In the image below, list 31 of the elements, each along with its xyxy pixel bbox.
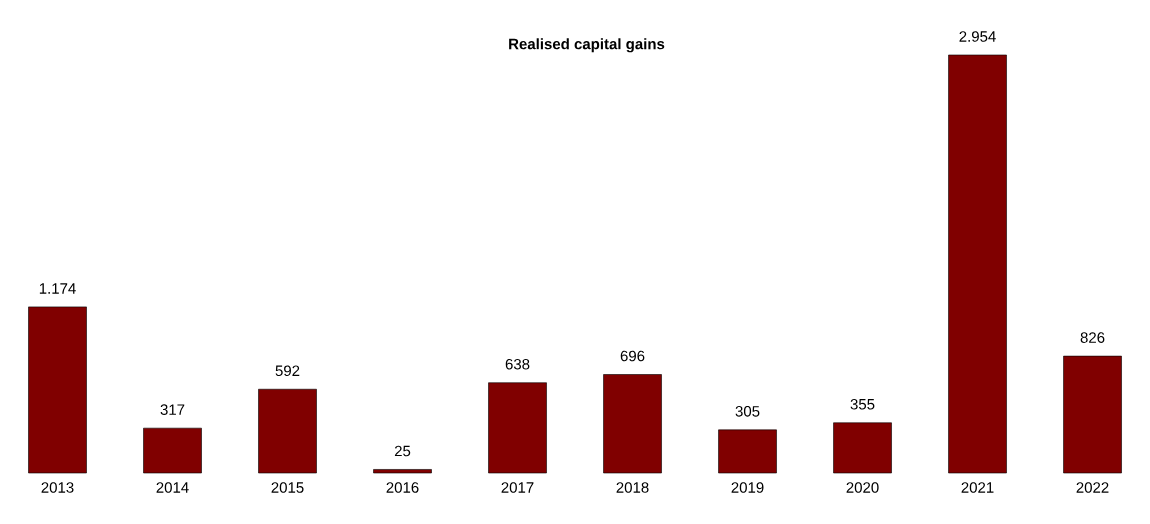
chart-title: Realised capital gains (509, 38, 665, 53)
bar (833, 422, 892, 474)
x-tick-label: 2015 (271, 482, 304, 493)
bar (488, 382, 547, 474)
x-tick-label: 2022 (1076, 482, 1109, 493)
bar (718, 429, 777, 474)
data-label: 638 (505, 358, 530, 370)
bar (603, 374, 662, 474)
data-label: 355 (850, 398, 875, 410)
bar (143, 427, 202, 474)
bar (28, 306, 87, 474)
x-tick-label: 2021 (961, 482, 994, 493)
data-label: 317 (160, 404, 185, 415)
bar (373, 469, 432, 474)
bar (1063, 355, 1122, 474)
data-label: 696 (620, 350, 645, 362)
bar (258, 388, 317, 474)
data-label: 1.174 (39, 283, 76, 294)
bar (948, 54, 1007, 474)
x-tick-label: 2020 (846, 482, 879, 493)
x-tick-label: 2017 (501, 482, 534, 493)
data-label: 592 (275, 365, 300, 377)
data-label: 25 (394, 445, 411, 457)
x-tick-label: 2014 (156, 482, 189, 493)
x-tick-label: 2016 (386, 482, 419, 493)
data-label: 2.954 (959, 31, 996, 42)
data-label: 305 (735, 406, 760, 417)
x-tick-label: 2018 (616, 482, 649, 493)
x-tick-label: 2019 (731, 482, 764, 493)
data-label: 826 (1080, 332, 1105, 343)
x-tick-label: 2013 (41, 482, 74, 493)
